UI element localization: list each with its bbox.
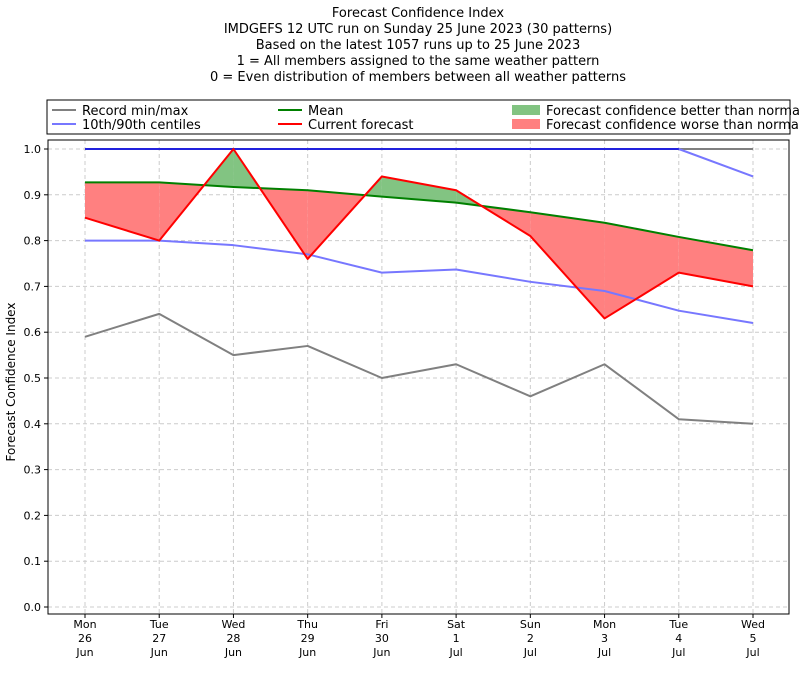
confidence-fills	[85, 149, 753, 319]
worse-than-normal-area	[604, 222, 679, 319]
title-line-4: 1 = All members assigned to the same wea…	[237, 54, 600, 69]
y-tick-label: 0.7	[24, 280, 42, 293]
series-lines	[84, 148, 754, 425]
x-tick-label: Sun	[520, 618, 541, 631]
legend-frame	[46, 99, 791, 135]
worse-than-normal-area	[481, 205, 531, 237]
x-tick-label: Thu	[296, 618, 318, 631]
centile-90-line	[85, 148, 754, 178]
y-tick-label: 0.5	[24, 372, 42, 385]
y-tick-label: 1.0	[24, 143, 42, 156]
worse-than-normal-area	[85, 182, 160, 241]
y-tick-label: 0.4	[24, 418, 42, 431]
x-tick-label: Wed	[221, 618, 245, 631]
x-tick-label: Jul	[671, 646, 685, 659]
legend-worse-than-normal-swatch	[512, 119, 540, 129]
better-than-normal-area	[381, 176, 457, 203]
title-line-1: Forecast Confidence Index	[332, 6, 504, 21]
worse-than-normal-area	[678, 236, 753, 287]
legend-better-than-normal-swatch	[512, 105, 540, 115]
x-tick-label: Jul	[523, 646, 537, 659]
current-forecast-line	[84, 148, 754, 320]
x-tick-label: 3	[601, 632, 608, 645]
x-tick-label: Mon	[593, 618, 616, 631]
legend-worse-than-normal-label: Forecast confidence worse than normal	[546, 118, 800, 133]
x-tick-label: Jun	[75, 646, 93, 659]
x-tick-label: Jul	[448, 646, 462, 659]
title-line-5: 0 = Even distribution of members between…	[210, 70, 626, 85]
legend-centiles-label: 10th/90th centiles	[82, 118, 201, 133]
x-tick-label: 29	[301, 632, 315, 645]
x-tick-label: Jun	[150, 646, 168, 659]
plot-frame	[47, 139, 790, 615]
y-axis-ticks: 0.0 0.1 0.2 0.3 0.4 0.5 0.6 0.7 0.8 0.9 1.0	[24, 143, 48, 614]
y-tick-label: 0.9	[24, 189, 42, 202]
title-line-3: Based on the latest 1057 runs up to 25 J…	[256, 38, 580, 53]
legend-current-forecast-label: Current forecast	[308, 118, 414, 133]
x-axis-ticks: Mon26JunTue27JunWed28JunThu29JunFri30Jun…	[73, 614, 765, 659]
x-tick-label: Mon	[73, 618, 96, 631]
y-axis-label: Forecast Confidence Index	[4, 303, 18, 462]
x-tick-label: 2	[527, 632, 534, 645]
legend-better-than-normal-label: Forecast confidence better than normal	[546, 104, 800, 119]
legend-mean-label: Mean	[308, 104, 343, 119]
x-tick-label: 1	[453, 632, 460, 645]
worse-than-normal-area	[530, 212, 605, 319]
y-tick-label: 0.6	[24, 326, 42, 339]
x-tick-label: 27	[152, 632, 166, 645]
x-tick-label: Fri	[375, 618, 388, 631]
y-tick-label: 0.2	[24, 509, 42, 522]
x-tick-label: Jun	[372, 646, 390, 659]
x-tick-label: Sat	[447, 618, 466, 631]
x-tick-label: 26	[78, 632, 92, 645]
mean-line	[85, 181, 754, 252]
x-tick-label: 5	[750, 632, 757, 645]
plot-area	[47, 139, 790, 615]
y-tick-label: 0.1	[24, 555, 42, 568]
x-tick-label: Tue	[668, 618, 688, 631]
record-min-line	[84, 312, 754, 425]
y-tick-label: 0.0	[24, 601, 42, 614]
title-line-2: IMDGEFS 12 UTC run on Sunday 25 June 202…	[224, 22, 612, 37]
x-tick-label: Jul	[597, 646, 611, 659]
legend-record-minmax-label: Record min/max	[82, 104, 189, 119]
x-tick-label: Wed	[741, 618, 765, 631]
x-tick-label: 28	[226, 632, 240, 645]
legend: Record min/max Mean Forecast confidence be…	[46, 99, 800, 135]
x-tick-label: 30	[375, 632, 389, 645]
x-tick-label: Tue	[149, 618, 169, 631]
x-tick-label: Jun	[224, 646, 242, 659]
x-tick-label: Jun	[298, 646, 316, 659]
x-tick-label: 4	[675, 632, 682, 645]
y-tick-label: 0.3	[24, 464, 42, 477]
y-tick-label: 0.8	[24, 235, 42, 248]
centile-10-line	[85, 239, 754, 325]
x-tick-label: Jul	[745, 646, 759, 659]
